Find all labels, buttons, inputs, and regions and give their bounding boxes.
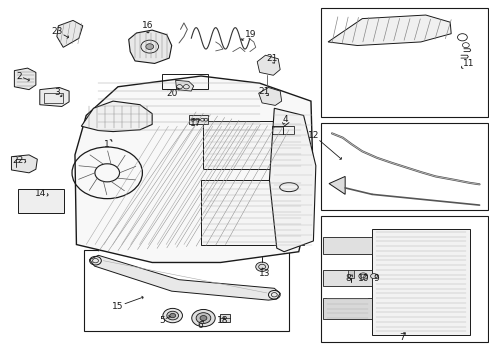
Bar [162, 74, 208, 89]
Text: 10: 10 [358, 274, 369, 283]
Bar [323, 298, 372, 319]
Polygon shape [328, 15, 451, 45]
Polygon shape [75, 76, 314, 262]
Bar [323, 270, 372, 286]
Circle shape [163, 309, 182, 323]
Circle shape [370, 274, 377, 279]
Polygon shape [11, 155, 37, 173]
Polygon shape [57, 21, 83, 47]
Polygon shape [40, 87, 69, 107]
Bar [347, 270, 354, 278]
Text: 5: 5 [159, 316, 170, 325]
Circle shape [196, 313, 211, 323]
Text: 15: 15 [112, 296, 143, 311]
Text: 19: 19 [242, 30, 257, 41]
Text: 12: 12 [308, 131, 342, 159]
Polygon shape [175, 80, 194, 91]
Text: 21: 21 [266, 54, 277, 63]
Text: 17: 17 [191, 119, 202, 128]
Polygon shape [270, 108, 316, 252]
Text: 3: 3 [54, 87, 62, 97]
Bar [201, 180, 304, 244]
Text: 9: 9 [373, 274, 379, 283]
Bar [321, 216, 489, 342]
Text: 13: 13 [259, 268, 270, 278]
Bar [44, 93, 63, 103]
Text: 21: 21 [259, 86, 270, 96]
Text: 14: 14 [35, 189, 48, 198]
Polygon shape [129, 30, 172, 63]
Bar [372, 229, 470, 335]
Polygon shape [14, 68, 36, 90]
Text: 4: 4 [282, 115, 288, 124]
Circle shape [359, 273, 368, 279]
Polygon shape [257, 55, 280, 75]
Polygon shape [329, 176, 345, 194]
Circle shape [170, 314, 175, 318]
Text: 2: 2 [17, 72, 29, 81]
Text: 16: 16 [142, 21, 153, 33]
Bar [189, 116, 208, 125]
Text: 8: 8 [346, 274, 352, 283]
Text: 23: 23 [51, 27, 69, 38]
Circle shape [200, 316, 207, 320]
Bar [220, 315, 230, 321]
Text: 20: 20 [166, 88, 179, 98]
Circle shape [167, 311, 178, 320]
Bar [321, 8, 489, 117]
Bar [323, 237, 372, 253]
Text: 22: 22 [13, 156, 25, 165]
Circle shape [256, 262, 269, 271]
Polygon shape [81, 101, 152, 132]
Circle shape [146, 44, 154, 49]
Bar [272, 126, 294, 134]
Bar [321, 123, 489, 211]
Bar [18, 189, 64, 213]
Bar [84, 250, 289, 331]
Text: 6: 6 [197, 321, 204, 330]
Bar [203, 121, 304, 169]
Text: 1: 1 [104, 140, 112, 149]
Circle shape [192, 310, 215, 327]
Text: 7: 7 [399, 333, 406, 342]
Text: 18: 18 [217, 316, 229, 325]
Polygon shape [259, 87, 282, 105]
Polygon shape [90, 255, 280, 300]
Text: 11: 11 [462, 59, 474, 68]
